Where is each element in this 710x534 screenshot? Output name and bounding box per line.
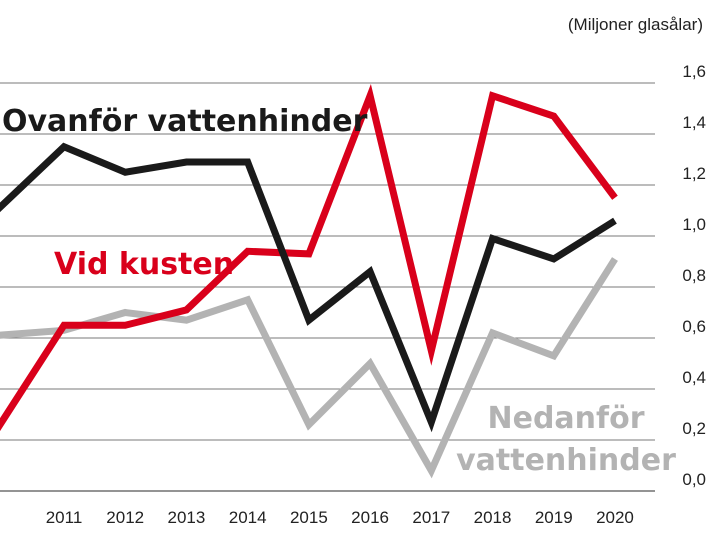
unit-label: (Miljoner glasålar) — [568, 15, 703, 34]
y-tick-label: 0,4 — [682, 368, 706, 387]
series-line-nedanfor — [0, 257, 618, 479]
x-tick-label: 2012 — [106, 508, 144, 527]
series-label-line: Vid kusten — [54, 247, 234, 282]
x-tick-label: 2018 — [474, 508, 512, 527]
series-label-vid-kusten: Vid kusten — [54, 247, 234, 282]
series-label-line: Ovanför vattenhinder — [2, 104, 368, 139]
y-tick-label: 1,0 — [682, 215, 706, 234]
y-tick-label: 0,0 — [682, 470, 706, 489]
x-tick-label: 2019 — [535, 508, 573, 527]
y-tick-label: 1,6 — [682, 62, 706, 81]
series-labels: Ovanför vattenhinder Vid kusten Nedanför va… — [2, 104, 676, 478]
series-label-nedanfor: Nedanför vattenhinder — [456, 401, 676, 478]
gridlines — [0, 82, 655, 492]
x-tick-label: 2017 — [412, 508, 450, 527]
x-tick-label: 2015 — [290, 508, 328, 527]
y-tick-label: 1,2 — [682, 164, 706, 183]
series-line-ovanfor — [0, 142, 617, 433]
series-line-vid-kusten — [0, 84, 618, 432]
series-label-ovanfor: Ovanför vattenhinder — [2, 104, 368, 139]
x-tick-label: 2014 — [229, 508, 267, 527]
series-lines — [0, 84, 618, 479]
y-tick-label: 0,2 — [682, 419, 706, 438]
x-axis-tick-labels: 2011 2012 2013 2014 2015 2016 2017 2018 2019 2020 — [46, 508, 634, 527]
x-tick-label: 2016 — [351, 508, 389, 527]
series-label-line: Nedanför — [488, 401, 645, 436]
y-tick-label: 1,4 — [682, 113, 706, 132]
x-tick-label: 2013 — [168, 508, 206, 527]
y-tick-label: 0,6 — [682, 317, 706, 336]
series-label-line: vattenhinder — [456, 443, 676, 478]
x-tick-label: 2020 — [596, 508, 634, 527]
y-tick-label: 0,8 — [682, 266, 706, 285]
y-axis-tick-labels: 0,0 0,2 0,4 0,6 0,8 1,0 1,2 1,4 1,6 — [682, 62, 706, 489]
x-tick-label: 2011 — [46, 508, 83, 527]
